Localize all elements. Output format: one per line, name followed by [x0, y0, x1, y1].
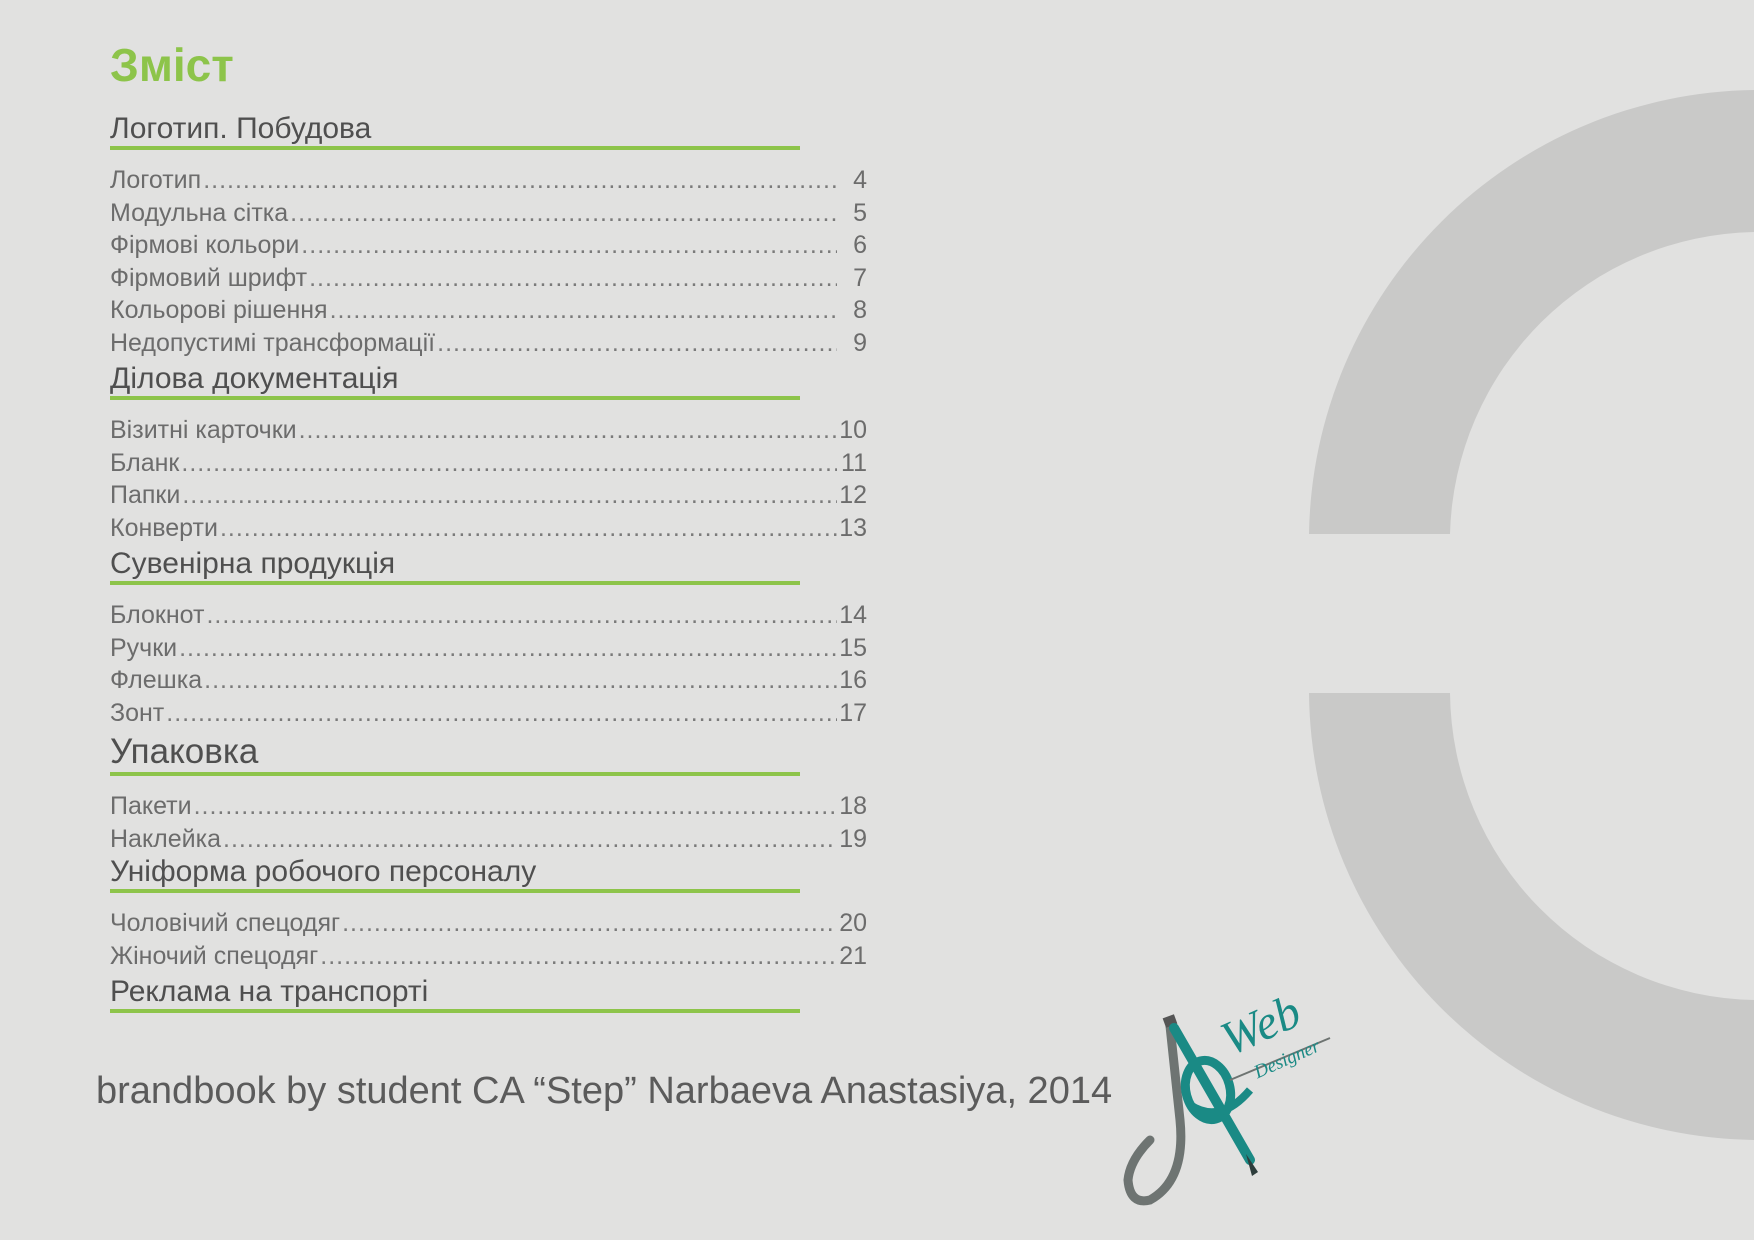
toc-section-business-docs: Ділова документація Візитні карточки 10 Б… — [110, 362, 867, 544]
section-divider — [110, 146, 800, 150]
toc-entry[interactable]: Зонт 17 — [110, 697, 867, 730]
section-heading: Реклама на транспорті — [110, 975, 429, 1008]
entry-label: Жіночий спецодяг — [110, 941, 319, 970]
entry-page-number: 7 — [853, 263, 867, 292]
entry-label: Візитні карточки — [110, 416, 297, 444]
toc-entry[interactable]: Модульна сітка 5 — [110, 197, 867, 230]
dot-leader — [437, 327, 837, 360]
page-title: Зміст — [110, 39, 234, 91]
toc-entry[interactable]: Логотип 4 — [110, 164, 867, 197]
entry-page-number: 16 — [839, 666, 867, 694]
toc-section-logo: Логотип. Побудова Логотип 4 Модульна сітк… — [110, 112, 867, 359]
toc-entry[interactable]: Жіночий спецодяг 21 — [110, 940, 867, 973]
entry-label: Бланк — [110, 448, 180, 477]
entry-label: Флешка — [110, 666, 203, 694]
toc-entry[interactable]: Пакети 18 — [110, 790, 867, 823]
dot-leader — [182, 479, 837, 512]
dot-leader — [206, 599, 837, 632]
toc-entry[interactable]: Чоловічий спецодяг 20 — [110, 907, 867, 940]
entry-page-number: 14 — [839, 601, 867, 629]
dot-leader — [194, 790, 837, 823]
section-heading: Упаковка — [110, 732, 259, 771]
entry-page-number: 4 — [853, 166, 867, 194]
dot-leader — [179, 632, 837, 665]
section-heading: Уніформа робочого персоналу — [110, 855, 537, 888]
entry-label: Модульна сітка — [110, 198, 289, 227]
toc-entry[interactable]: Наклейка 19 — [110, 823, 867, 856]
entry-label: Папки — [110, 481, 181, 509]
dot-leader — [203, 164, 837, 197]
entry-label: Наклейка — [110, 824, 222, 853]
section-divider — [110, 889, 800, 893]
entry-label: Фірмові кольори — [110, 231, 300, 259]
toc-section-transport-ads: Реклама на транспорті — [110, 975, 867, 1027]
entry-label: Пакети — [110, 792, 192, 820]
section-divider — [110, 772, 800, 776]
entry-page-number: 10 — [839, 416, 867, 444]
toc-entry[interactable]: Кольорові рішення 8 — [110, 294, 867, 327]
entry-label: Блокнот — [110, 601, 205, 629]
dot-leader — [299, 414, 837, 447]
dot-leader — [330, 294, 837, 327]
entry-label: Логотип — [110, 166, 202, 194]
entry-label: Недопустимі трансформації — [110, 328, 436, 357]
dot-leader — [181, 447, 837, 480]
dot-leader — [204, 664, 837, 697]
dot-leader — [290, 197, 837, 230]
section-divider — [110, 581, 800, 585]
section-heading: Логотип. Побудова — [110, 112, 372, 145]
toc-entry[interactable]: Конверти 13 — [110, 512, 867, 545]
section-heading: Ділова документація — [110, 362, 399, 395]
entry-page-number: 5 — [853, 198, 867, 227]
toc-entry[interactable]: Фірмовий шрифт 7 — [110, 262, 867, 295]
section-divider — [110, 1009, 800, 1013]
entry-label: Кольорові рішення — [110, 296, 328, 324]
brand-logo: Web Designer — [1120, 985, 1360, 1210]
toc-section-uniform: Уніформа робочого персоналу Чоловічий сп… — [110, 855, 867, 972]
dot-leader — [301, 229, 837, 262]
entry-page-number: 21 — [839, 941, 867, 970]
toc-entry[interactable]: Флешка 16 — [110, 664, 867, 697]
entry-label: Зонт — [110, 698, 165, 727]
entry-page-number: 6 — [853, 231, 867, 259]
section-heading: Сувенірна продукція — [110, 547, 396, 580]
entry-page-number: 9 — [853, 328, 867, 357]
entry-page-number: 8 — [853, 296, 867, 324]
entry-page-number: 15 — [839, 633, 867, 662]
entry-label: Ручки — [110, 633, 178, 662]
entry-page-number: 20 — [839, 909, 867, 937]
dot-leader — [220, 512, 837, 545]
toc-entry[interactable]: Візитні карточки 10 — [110, 414, 867, 447]
toc-section-souvenirs: Сувенірна продукція Блокнот 14 Ручки 15 Фл… — [110, 547, 867, 729]
toc-entry[interactable]: Фірмові кольори 6 — [110, 229, 867, 262]
entry-label: Чоловічий спецодяг — [110, 909, 341, 937]
footer-credit: brandbook by student CA “Step” Narbaeva … — [96, 1070, 1113, 1112]
entry-page-number: 12 — [839, 481, 867, 509]
toc-entry[interactable]: Блокнот 14 — [110, 599, 867, 632]
dot-leader — [320, 940, 837, 973]
toc-entry[interactable]: Ручки 15 — [110, 632, 867, 665]
toc-entry[interactable]: Недопустимі трансформації 9 — [110, 327, 867, 360]
dot-leader — [309, 262, 837, 295]
toc-entry[interactable]: Папки 12 — [110, 479, 867, 512]
entry-page-number: 19 — [839, 824, 867, 853]
entry-page-number: 18 — [839, 792, 867, 820]
entry-label: Конверти — [110, 513, 218, 542]
entry-page-number: 17 — [839, 698, 867, 727]
dot-leader — [342, 907, 837, 940]
entry-page-number: 11 — [841, 448, 867, 477]
dot-leader — [223, 823, 837, 856]
toc-section-packaging: Упаковка Пакети 18 Наклейка 19 — [110, 732, 867, 855]
entry-label: Фірмовий шрифт — [110, 263, 308, 292]
toc-entry[interactable]: Бланк 11 — [110, 447, 867, 480]
compass-pencil-icon — [1123, 1014, 1331, 1206]
entry-page-number: 13 — [839, 513, 867, 542]
dot-leader — [166, 697, 837, 730]
section-divider — [110, 396, 800, 400]
